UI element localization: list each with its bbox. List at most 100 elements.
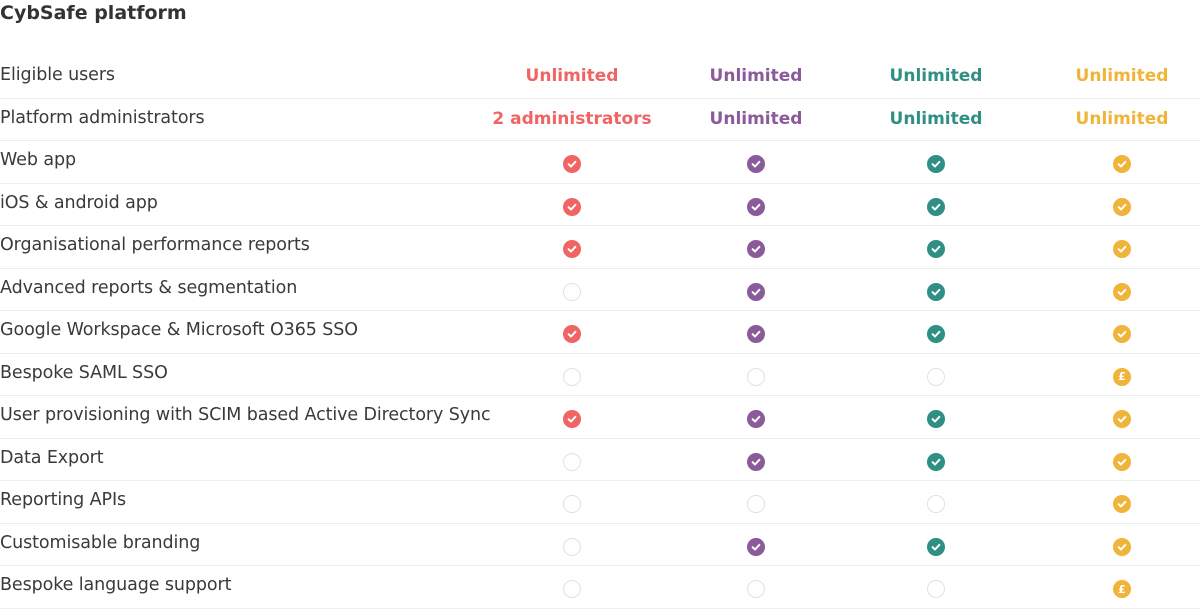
plan-cell — [472, 354, 672, 396]
feature-label: Data Export — [0, 447, 104, 468]
plan-cell — [1022, 481, 1200, 523]
check-icon — [927, 537, 945, 556]
pound-icon: £ — [1113, 580, 1131, 598]
empty-circle-icon — [927, 495, 945, 513]
plan-cell — [1022, 184, 1200, 226]
feature-label: Web app — [0, 150, 76, 170]
plan-cell — [836, 439, 1036, 481]
plan-cell: 2 administrators — [472, 99, 672, 141]
plan-cell — [836, 141, 1036, 183]
plan-cell — [656, 396, 856, 438]
check-icon — [927, 282, 945, 301]
check-icon — [563, 155, 581, 173]
plan-cell — [1022, 524, 1200, 566]
plan-cell — [656, 269, 856, 311]
table-row: Reporting APIs — [0, 481, 1200, 524]
plan-cell — [1022, 396, 1200, 438]
table-row: Organisational performance reports — [0, 226, 1200, 269]
check-icon — [747, 240, 765, 258]
plan-cell — [836, 184, 1036, 226]
table-row: Eligible users Unlimited Unlimited Unlimite… — [0, 56, 1200, 99]
plan-cell — [836, 354, 1036, 396]
table-row: Web app — [0, 141, 1200, 184]
empty-circle-icon — [563, 282, 581, 301]
check-icon — [747, 325, 765, 343]
plan-cell — [656, 226, 856, 268]
plan-value: Unlimited — [709, 108, 803, 129]
check-icon — [747, 197, 765, 216]
table-row: Google Workspace & Microsoft O365 SSO — [0, 311, 1200, 354]
plan-cell — [1022, 141, 1200, 183]
check-icon — [1113, 410, 1131, 428]
feature-label: Reporting APIs — [0, 490, 127, 510]
check-icon — [747, 155, 765, 173]
plan-value: Unlimited — [709, 66, 803, 86]
plan-cell — [836, 226, 1036, 268]
empty-circle-icon — [747, 367, 765, 386]
plan-cell: Unlimited — [472, 56, 672, 98]
plan-cell: Unlimited — [1022, 56, 1200, 98]
plan-cell — [472, 481, 672, 523]
check-icon — [1113, 537, 1131, 556]
empty-circle-icon — [747, 580, 765, 598]
feature-label: Eligible users — [0, 65, 115, 85]
empty-circle-icon — [563, 367, 581, 386]
table-row: Bespoke SAML SSO £ — [0, 354, 1200, 396]
check-icon — [927, 240, 945, 258]
check-icon — [1113, 452, 1131, 471]
empty-circle-icon — [927, 580, 945, 598]
check-icon — [747, 410, 765, 428]
plan-cell — [1022, 439, 1200, 481]
table-row: Platform administrators 2 administrators U… — [0, 99, 1200, 141]
plan-cell — [836, 566, 1036, 608]
empty-circle-icon — [563, 580, 581, 598]
plan-value: 2 administrators — [492, 108, 652, 129]
feature-label: Customisable branding — [0, 532, 201, 553]
plan-cell — [836, 524, 1036, 566]
empty-circle-icon — [563, 452, 581, 471]
empty-circle-icon — [563, 495, 581, 513]
plan-cell — [656, 481, 856, 523]
section-title: CybSafe platform — [0, 2, 187, 24]
plan-cell: Unlimited — [836, 99, 1036, 141]
check-icon — [1113, 240, 1131, 258]
pound-icon: £ — [1113, 367, 1131, 386]
plan-cell — [836, 311, 1036, 353]
table-row: Customisable branding — [0, 524, 1200, 566]
check-icon — [1113, 495, 1131, 513]
check-icon — [1113, 155, 1131, 173]
table-row: Data Export — [0, 439, 1200, 481]
empty-circle-icon — [563, 537, 581, 556]
table-row: iOS & android app — [0, 184, 1200, 226]
plan-cell — [1022, 311, 1200, 353]
plan-cell: Unlimited — [1022, 99, 1200, 141]
check-icon — [927, 197, 945, 216]
check-icon — [563, 325, 581, 343]
plan-cell — [656, 439, 856, 481]
plan-cell — [656, 311, 856, 353]
feature-label: Platform administrators — [0, 107, 205, 128]
plan-cell: Unlimited — [836, 56, 1036, 98]
feature-label: iOS & android app — [0, 192, 158, 213]
check-icon — [747, 537, 765, 556]
plan-cell — [472, 396, 672, 438]
plan-cell — [656, 354, 856, 396]
plan-value: Unlimited — [1075, 108, 1169, 129]
feature-label: Organisational performance reports — [0, 235, 310, 255]
plan-cell — [472, 566, 672, 608]
empty-circle-icon — [747, 495, 765, 513]
check-icon — [927, 155, 945, 173]
check-icon — [1113, 197, 1131, 216]
plan-cell — [472, 269, 672, 311]
check-icon — [563, 197, 581, 216]
table-row: Bespoke language support £ — [0, 566, 1200, 609]
check-icon — [1113, 325, 1131, 343]
plan-cell — [836, 396, 1036, 438]
plan-cell — [836, 481, 1036, 523]
check-icon — [747, 282, 765, 301]
feature-label: Bespoke SAML SSO — [0, 362, 168, 383]
empty-circle-icon — [927, 367, 945, 386]
plan-value: Unlimited — [525, 66, 619, 86]
plan-cell — [472, 184, 672, 226]
plan-cell — [656, 141, 856, 183]
